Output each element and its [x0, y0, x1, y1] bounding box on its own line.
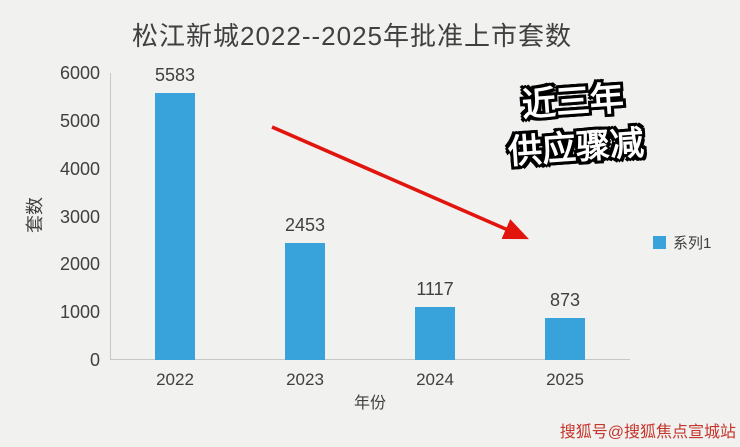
y-tick-label: 5000: [59, 110, 100, 131]
chart-bar-2023: [285, 243, 325, 360]
legend-swatch-icon: [653, 236, 666, 249]
y-tick-label: 2000: [59, 254, 100, 275]
x-axis-label: 年份: [353, 395, 386, 412]
chart-bar-2022: [155, 93, 195, 360]
bar-value-label: 873: [549, 290, 581, 310]
chart-bar-2025: [545, 318, 585, 360]
x-tick-label: 2022: [156, 370, 194, 389]
y-tick-label: 6000: [59, 63, 100, 83]
bar-value-label: 5583: [154, 65, 196, 85]
legend: 系列1: [653, 232, 711, 253]
x-tick-label: 2024: [416, 370, 454, 389]
annotation-text: 近三年 供应骤减: [459, 72, 690, 179]
x-tick-label: 2023: [286, 370, 324, 389]
watermark: 搜狐号@搜狐焦点宣城站: [559, 424, 736, 441]
chart-title: 松江新城2022--2025年批准上市套数: [132, 21, 572, 51]
y-tick-label: 1000: [59, 302, 100, 323]
y-tick-label: 0: [89, 350, 100, 370]
chart-bar-2024: [415, 307, 455, 360]
y-tick-label: 4000: [59, 158, 100, 179]
plot-area: [110, 73, 630, 360]
y-tick-label: 3000: [59, 206, 100, 227]
x-tick-label: 2025: [546, 370, 584, 389]
bar-value-label: 2453: [284, 215, 326, 235]
bar-value-label: 1117: [416, 279, 454, 299]
legend-label: 系列1: [673, 235, 712, 252]
